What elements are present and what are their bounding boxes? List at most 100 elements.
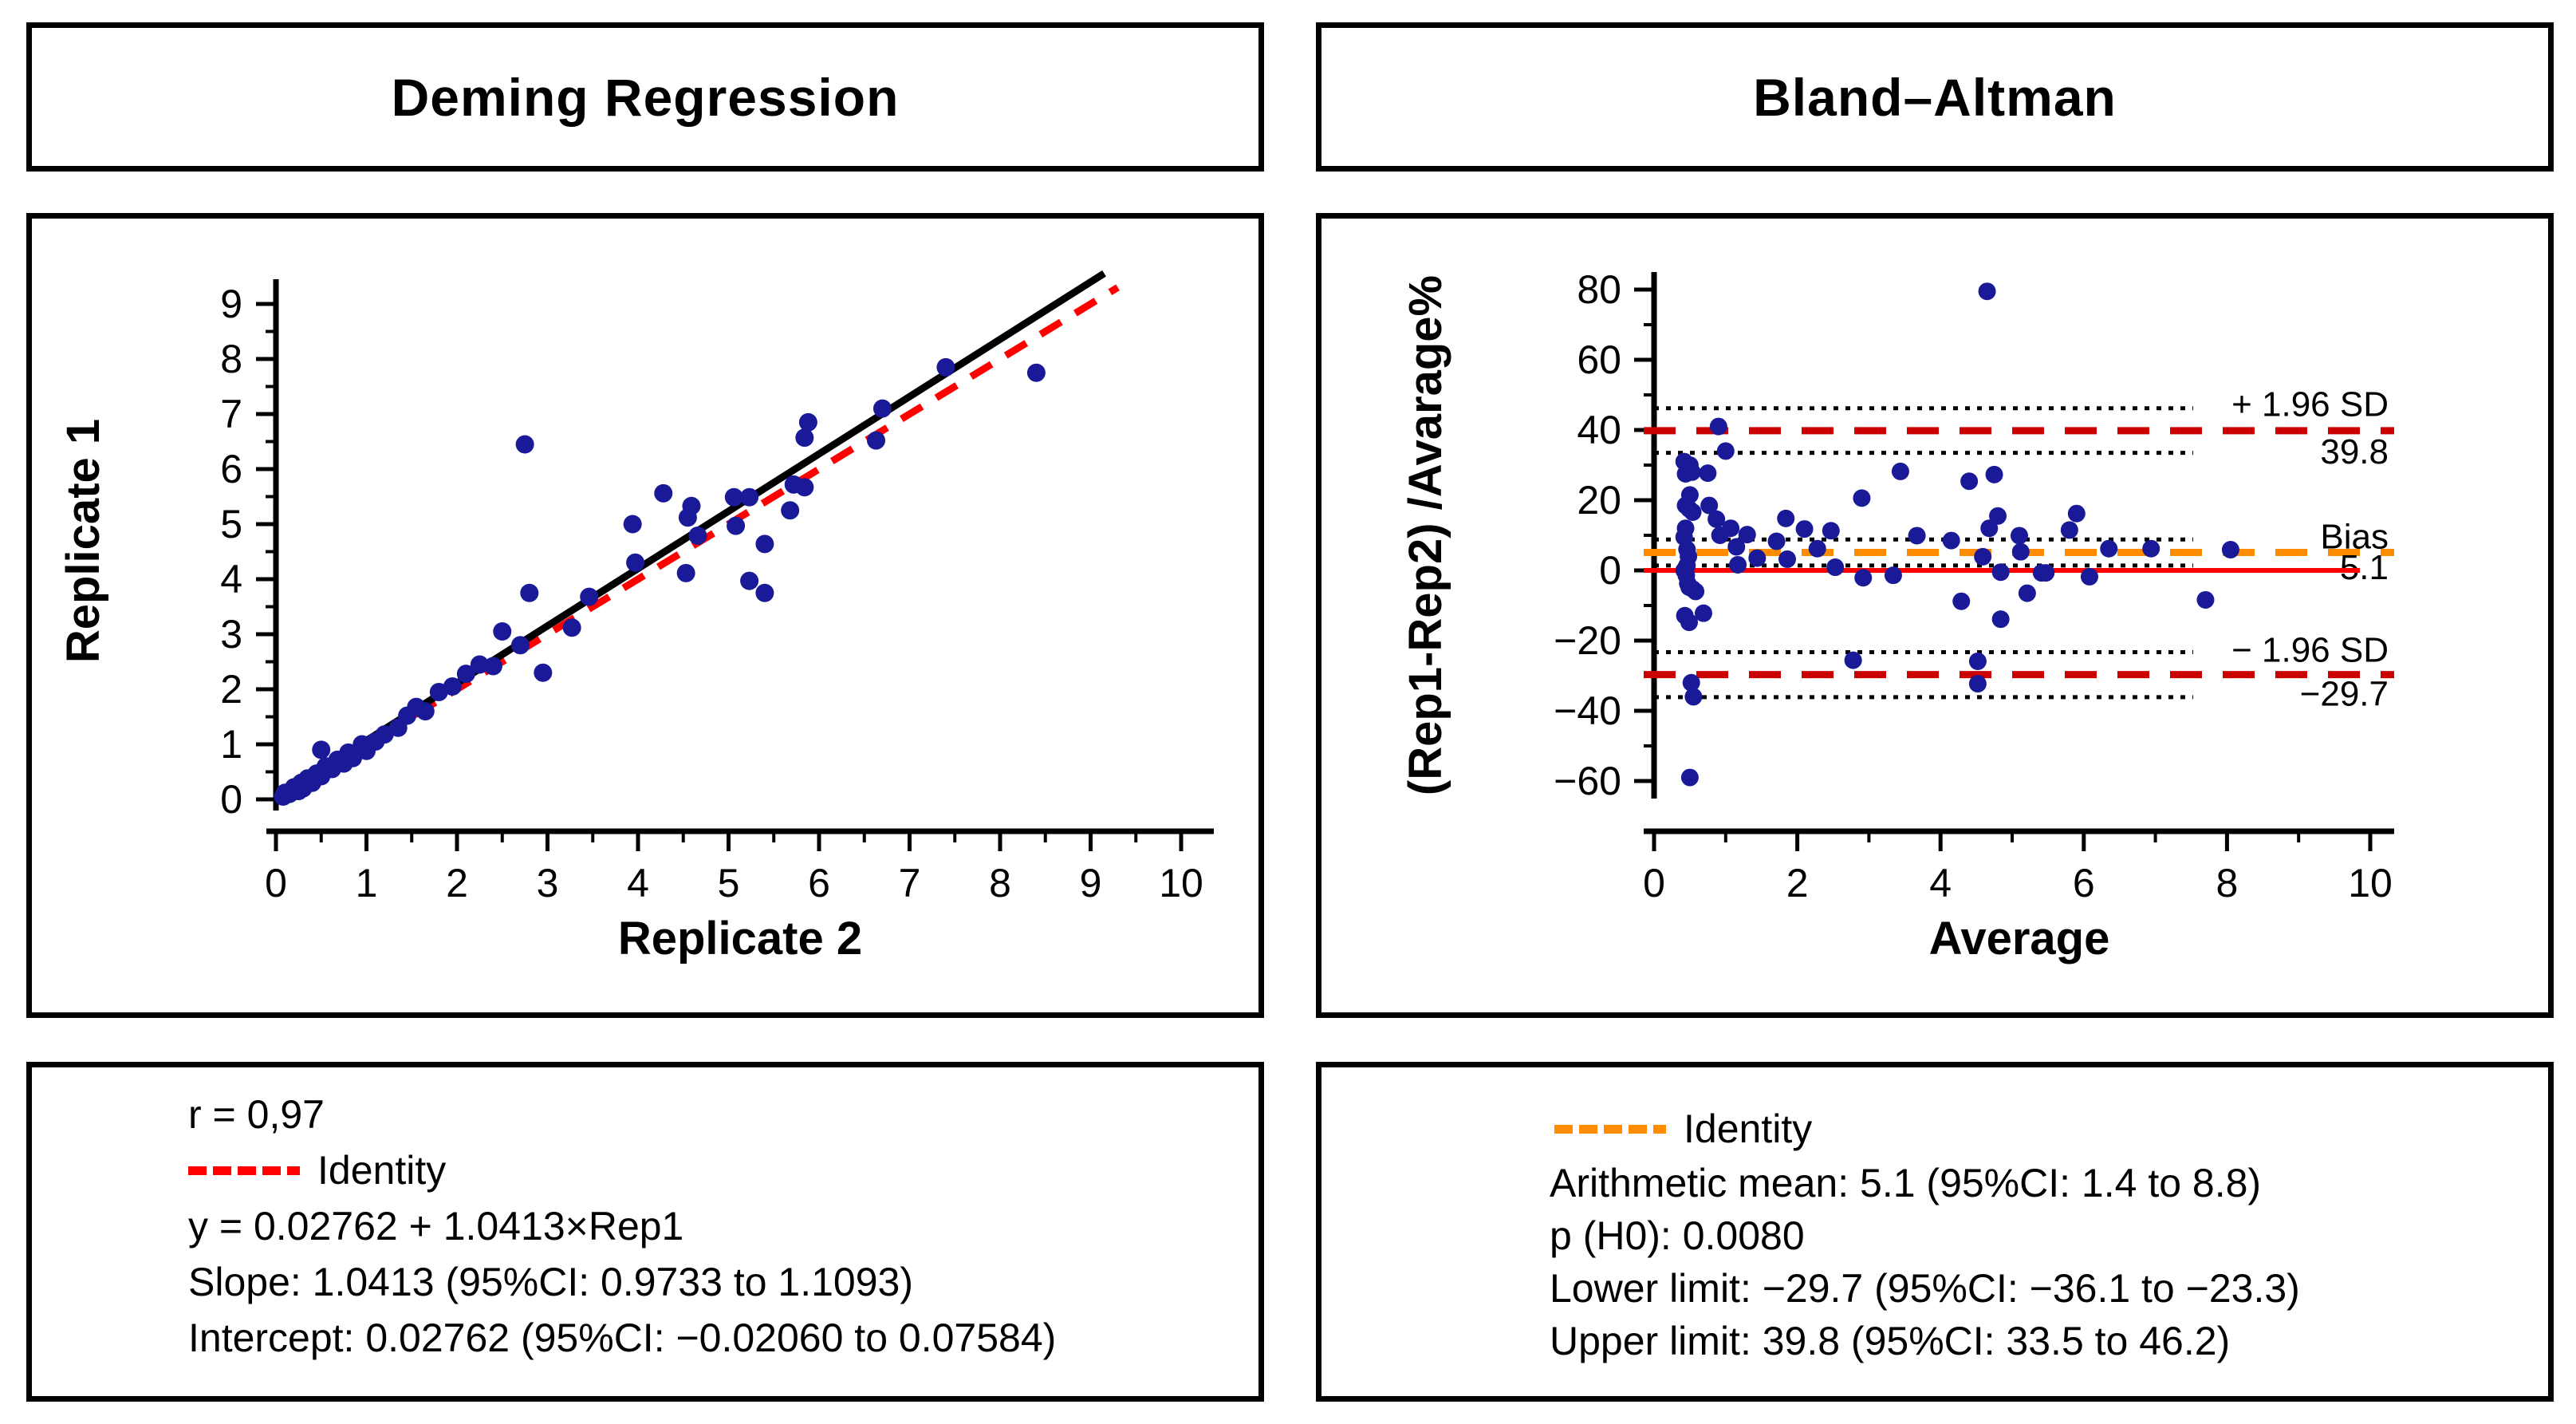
y-tick-label: 2 xyxy=(220,667,242,712)
scatter-point xyxy=(1709,417,1727,436)
scatter-point xyxy=(1989,507,2007,525)
reference-line-label: 39.8 xyxy=(2320,432,2389,471)
scatter-point xyxy=(795,428,814,448)
deming-plot-panel: 0 1 2 3 4 5 6 7 8 9 10 0 1 2 3 4 5 6 7 8 9 Replicate 2 Replica… xyxy=(26,213,1264,1018)
scatter-point xyxy=(416,702,435,721)
deming-r-value: r = 0,97 xyxy=(188,1092,325,1137)
y-tick-label: 7 xyxy=(220,392,242,436)
scatter-point xyxy=(1687,582,1705,601)
scatter-point xyxy=(1844,651,1862,669)
ba-arithmetic-mean: Arithmetic mean: 5.1 (95%CI: 1.4 to 8.8) xyxy=(1550,1161,2262,1205)
scatter-point xyxy=(1795,520,1814,538)
scatter-point xyxy=(1727,538,1746,556)
scatter-point xyxy=(1968,675,1987,693)
scatter-point xyxy=(688,526,707,545)
reference-line-label: 5.1 xyxy=(2340,548,2389,587)
y-tick-label: 80 xyxy=(1577,267,1621,312)
bland-altman-plot-panel: 0 2 4 6 8 10 −60 −40 −20 0 20 40 60 80 + 1.96 SD 39.8 Bi… xyxy=(1316,213,2554,1018)
scatter-point xyxy=(580,587,599,606)
scatter-point xyxy=(1722,519,1740,538)
x-tick-label: 6 xyxy=(2073,861,2095,905)
scatter-point xyxy=(2037,564,2055,582)
reference-line-label: −29.7 xyxy=(2300,674,2389,713)
deming-slope: Slope: 1.0413 (95%CI: 0.9733 to 1.1093) xyxy=(188,1260,913,1304)
scatter-point xyxy=(1729,555,1747,574)
reference-line-label: + 1.96 SD xyxy=(2231,385,2389,424)
deming-scatter-chart: 0 1 2 3 4 5 6 7 8 9 10 0 1 2 3 4 5 6 7 8 9 Replicate 2 Replica… xyxy=(57,270,1214,964)
scatter-point xyxy=(2196,590,2215,609)
scatter-point xyxy=(1694,604,1712,622)
scatter-point xyxy=(470,655,489,674)
scatter-point xyxy=(443,677,462,696)
scatter-point xyxy=(1682,673,1700,692)
scatter-point xyxy=(1707,510,1726,528)
scatter-point xyxy=(798,412,817,432)
ba-legend-row: Identity xyxy=(1554,1106,1812,1152)
scatter-point xyxy=(867,431,886,450)
scatter-point xyxy=(1699,464,1717,483)
x-tick-label: 8 xyxy=(2216,861,2238,905)
bland-altman-stats-panel: Identity Arithmetic mean: 5.1 (95%CI: 1.… xyxy=(1316,1062,2554,1402)
scatter-point xyxy=(375,725,394,744)
scatter-point xyxy=(1978,282,1996,301)
scatter-point xyxy=(2060,521,2078,539)
scatter-point xyxy=(623,515,642,534)
y-tick-label: −40 xyxy=(1554,688,1621,733)
x-tick-label: 4 xyxy=(1929,861,1952,905)
scatter-point xyxy=(1767,532,1786,550)
scatter-point xyxy=(2010,527,2028,545)
x-tick-label: 0 xyxy=(265,861,287,905)
scatter-point xyxy=(1778,550,1797,568)
deming-title: Deming Regression xyxy=(391,67,900,127)
scatter-point xyxy=(740,571,759,590)
scatter-point xyxy=(1908,527,1926,545)
deming-legend-row: Identity xyxy=(188,1147,446,1193)
y-tick-label: 5 xyxy=(220,502,242,546)
x-tick-label: 7 xyxy=(899,861,921,905)
scatter-point xyxy=(1891,462,1909,480)
x-tick-label: 5 xyxy=(718,861,740,905)
scatter-point xyxy=(1853,489,1871,507)
scatter-point xyxy=(343,748,362,767)
scatter-point xyxy=(2018,584,2036,602)
scatter-point xyxy=(740,487,759,507)
scatter-point xyxy=(1680,768,1699,787)
scatter-point xyxy=(727,516,746,535)
y-tick-label: 0 xyxy=(1599,548,1621,593)
x-tick-label: 3 xyxy=(537,861,559,905)
y-tick-label: 60 xyxy=(1577,337,1621,382)
x-tick-label: 4 xyxy=(627,861,649,905)
x-tick-label: 9 xyxy=(1080,861,1102,905)
x-axis-title: Average xyxy=(1929,913,2110,964)
ba-legend-label: Identity xyxy=(1684,1106,1813,1151)
scatter-point xyxy=(1738,526,1756,544)
scatter-point xyxy=(510,636,530,655)
ba-lower-limit: Lower limit: −29.7 (95%CI: −36.1 to −23.… xyxy=(1550,1266,2300,1311)
scatter-point xyxy=(1980,519,1999,538)
scatter-point xyxy=(2142,539,2160,558)
y-tick-label: 9 xyxy=(220,282,242,326)
x-tick-label: 1 xyxy=(356,861,378,905)
scatter-point xyxy=(2080,567,2098,586)
ba-p-value: p (H0): 0.0080 xyxy=(1550,1213,1805,1258)
scatter-point xyxy=(483,657,502,676)
scatter-point xyxy=(1700,496,1719,515)
scatter-point xyxy=(1960,472,1979,491)
bland-altman-title: Bland–Altman xyxy=(1753,67,2117,127)
scatter-point xyxy=(493,622,512,641)
y-tick-label: 40 xyxy=(1577,408,1621,452)
scatter-point xyxy=(1680,613,1699,632)
y-tick-label: 3 xyxy=(220,612,242,657)
deming-stats-panel: r = 0,97 Identity y = 0.02762 + 1.0413×R… xyxy=(26,1062,1264,1402)
reference-line-label: − 1.96 SD xyxy=(2231,630,2389,669)
identity-dashed-line-swatch-red xyxy=(188,1166,300,1175)
scatter-point xyxy=(682,496,701,515)
scatter-point xyxy=(1683,463,1701,481)
y-tick-label: 6 xyxy=(220,447,242,491)
scatter-point xyxy=(2067,504,2086,523)
scatter-point xyxy=(676,563,695,582)
scatter-point xyxy=(2221,541,2239,559)
x-tick-label: 10 xyxy=(2348,861,2393,905)
scatter-point xyxy=(312,740,331,759)
